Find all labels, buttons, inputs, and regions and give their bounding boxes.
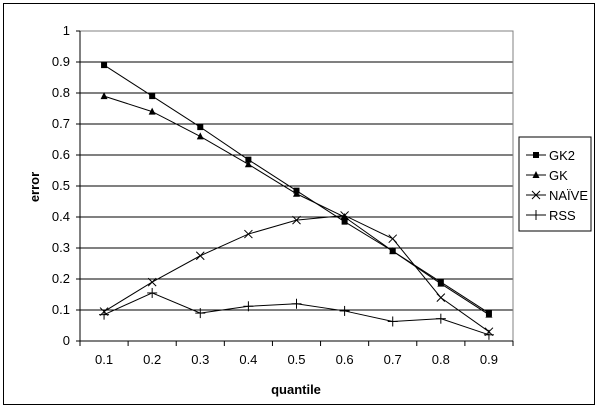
data-point-gk2	[341, 218, 348, 225]
data-point-naïve	[436, 293, 446, 302]
data-point-gk	[100, 92, 108, 100]
x-axis-ticks: 0.1 0.2 0.3 0.4 0.5 0.6 0.7 0.8 0.9	[79, 31, 514, 367]
legend-marker	[531, 190, 541, 200]
data-point-gk2	[149, 93, 156, 100]
y-axis-ticks: 0 0.1 0.2 0.3 0.4 0.5 0.6 0.7 0.8 0.9 1	[52, 23, 80, 348]
data-point-gk	[244, 160, 252, 168]
legend-marker	[532, 171, 540, 178]
data-point-rss	[195, 308, 206, 319]
data-point-rss	[435, 313, 446, 324]
legend-label: NAÏVE	[549, 188, 588, 203]
y-tick-label: 0.5	[52, 178, 70, 193]
y-axis-label: error	[27, 172, 42, 202]
series-line-gk	[103, 95, 490, 316]
data-point-naïve	[195, 251, 205, 261]
series-line-naïve	[103, 214, 490, 333]
y-tick-label: 0.8	[52, 85, 70, 100]
legend-marker	[531, 210, 541, 220]
data-point-naïve	[340, 211, 349, 220]
data-point-gk	[293, 189, 300, 197]
data-point-naïve	[147, 277, 157, 287]
data-point-gk	[148, 107, 156, 115]
legend-label: GK	[549, 168, 568, 183]
x-tick-label: 0.8	[432, 352, 450, 367]
y-tick-label: 0.3	[52, 240, 70, 255]
legend-label: GK2	[549, 148, 575, 163]
legend-marker	[533, 152, 539, 158]
legend: GK2 GK NAÏVE RSS	[518, 136, 592, 232]
x-tick-label: 0.2	[143, 352, 161, 367]
y-tick-label: 0.1	[52, 302, 70, 317]
data-point-rss	[387, 316, 398, 327]
data-point-naïve	[388, 234, 398, 244]
x-tick-label: 0.7	[384, 352, 402, 367]
y-tick-label: 0.2	[52, 271, 70, 286]
y-tick-label: 0	[63, 333, 70, 348]
data-point-naïve	[244, 229, 253, 239]
data-point-rss	[99, 309, 110, 320]
data-point-gk2	[197, 124, 204, 131]
x-tick-label: 0.5	[287, 352, 305, 367]
series-lines	[99, 62, 494, 340]
y-tick-label: 0.6	[52, 147, 70, 162]
data-point-naïve	[292, 215, 301, 225]
data-point-gk2	[101, 62, 108, 69]
data-point-rss	[339, 305, 350, 316]
x-axis-label: quantile	[271, 382, 321, 397]
data-point-rss	[147, 287, 158, 298]
data-point-gk2	[245, 156, 252, 163]
legend-label: RSS	[549, 208, 576, 223]
gridlines	[80, 61, 513, 311]
x-tick-label: 0.3	[191, 352, 209, 367]
y-tick-label: 1	[63, 23, 70, 38]
data-point-gk	[196, 132, 204, 140]
data-point-gk	[485, 310, 493, 318]
y-tick-label: 0.4	[52, 209, 70, 224]
data-point-gk	[437, 279, 445, 287]
y-tick-label: 0.7	[52, 116, 70, 131]
data-point-rss	[243, 301, 254, 312]
data-point-gk	[389, 247, 397, 255]
x-tick-label: 0.1	[95, 352, 113, 367]
data-point-rss	[483, 329, 494, 340]
x-tick-label: 0.4	[239, 352, 257, 367]
y-tick-label: 0.9	[52, 54, 70, 69]
chart-frame	[3, 3, 595, 405]
x-tick-label: 0.9	[480, 352, 498, 367]
data-point-gk	[341, 213, 349, 220]
x-tick-label: 0.6	[336, 352, 354, 367]
data-point-rss	[291, 298, 302, 309]
